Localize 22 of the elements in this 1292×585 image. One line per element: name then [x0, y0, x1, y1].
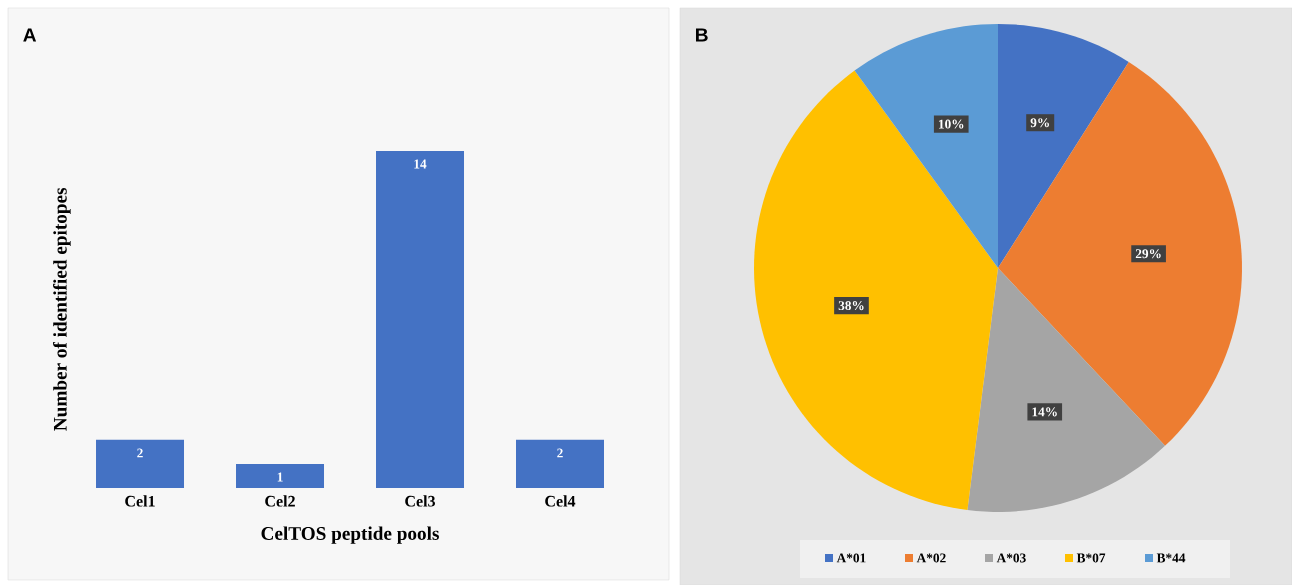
legend-label: A*01 [836, 553, 866, 563]
x-axis-title: CelTOS peptide pools [261, 526, 439, 544]
x-tick-label: Cel2 [265, 495, 295, 507]
legend-label: B*44 [1156, 553, 1186, 563]
chart-title: A [23, 28, 37, 42]
data-label: 9% [1030, 118, 1049, 128]
chart-title: B [695, 28, 708, 42]
legend-label: A*03 [996, 553, 1026, 563]
legend-label: B*07 [1076, 553, 1106, 563]
y-axis-title: Number of identified epitopes [53, 187, 71, 431]
x-tick-label: Cel3 [405, 495, 435, 507]
data-label: 38% [838, 301, 864, 311]
data-label: 14 [414, 159, 427, 169]
data-label: 29% [1135, 249, 1161, 259]
data-label: 10% [938, 119, 964, 129]
x-tick-label: Cel4 [545, 495, 576, 507]
data-label: 2 [557, 448, 563, 458]
data-label: 1 [277, 472, 283, 482]
legend-label: A*02 [916, 553, 946, 563]
data-label: 2 [137, 448, 143, 458]
data-label: 14% [1032, 407, 1057, 417]
x-tick-label: Cel1 [125, 495, 155, 507]
